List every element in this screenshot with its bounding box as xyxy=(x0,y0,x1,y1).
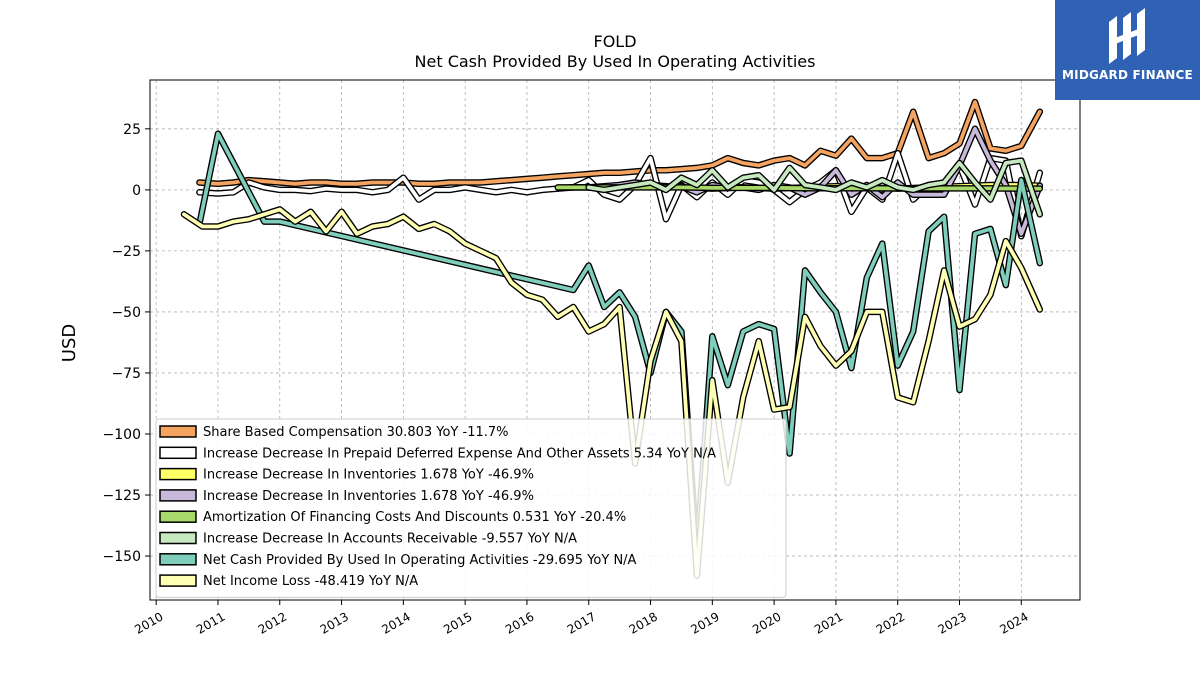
y-tick-label: 0 xyxy=(132,183,141,199)
legend-swatch xyxy=(159,531,197,545)
axes-frame xyxy=(149,79,1081,601)
legend-item: Increase Decrease In Inventories 1.678 Y… xyxy=(159,489,534,504)
series-line xyxy=(196,98,1044,188)
legend-swatch xyxy=(159,446,197,460)
series-line xyxy=(180,206,1044,579)
legend-swatch xyxy=(159,489,197,502)
x-tick-label: 2021 xyxy=(812,609,845,636)
legend-box xyxy=(155,418,787,598)
legend-label: Increase Decrease In Inventories 1.678 Y… xyxy=(203,489,534,504)
x-tick-label: 2018 xyxy=(627,609,660,636)
x-tick-label: 2012 xyxy=(256,609,289,636)
legend-label: Net Income Loss -48.419 YoY N/A xyxy=(203,574,418,589)
legend-item: Increase Decrease In Prepaid Deferred Ex… xyxy=(159,446,716,461)
legend-item: Share Based Compensation 30.803 YoY -11.… xyxy=(159,425,509,440)
y-tick-label: −125 xyxy=(103,488,141,504)
series-line-fill xyxy=(197,151,1042,239)
series-line-fill xyxy=(197,100,1042,186)
y-tick-label: −100 xyxy=(103,427,141,443)
legend-label: Increase Decrease In Prepaid Deferred Ex… xyxy=(203,446,716,461)
legend-item: Amortization Of Financing Costs And Disc… xyxy=(159,510,626,525)
legend-label: Share Based Compensation 30.803 YoY -11.… xyxy=(203,425,509,440)
y-tick-label: −25 xyxy=(111,244,141,260)
x-tick-label: 2019 xyxy=(688,609,721,636)
legend-item: Net Cash Provided By Used In Operating A… xyxy=(159,553,637,568)
legend-label: Net Cash Provided By Used In Operating A… xyxy=(203,553,637,568)
x-tick-label: 2022 xyxy=(874,609,907,636)
legend: Share Based Compensation 30.803 YoY -11.… xyxy=(155,418,787,598)
legend-swatch xyxy=(159,510,197,523)
x-tick-label: 2010 xyxy=(132,609,165,636)
x-tick-label: 2011 xyxy=(194,609,227,636)
x-tick-label: 2020 xyxy=(750,609,783,636)
legend-swatch xyxy=(159,467,197,481)
y-tick-label: −150 xyxy=(103,549,141,565)
y-axis-label: USD xyxy=(59,324,80,362)
logo-mark-icon xyxy=(1109,8,1145,64)
chart-title: FOLD xyxy=(593,32,636,51)
series-line xyxy=(196,149,1044,240)
plot-area xyxy=(180,98,1044,579)
logo-text: MIDGARD FINANCE xyxy=(1062,68,1193,82)
legend-item: Net Income Loss -48.419 YoY N/A xyxy=(159,574,418,589)
y-tick-label: −75 xyxy=(111,366,141,382)
brand-logo: MIDGARD FINANCE xyxy=(1055,0,1200,100)
x-tick-label: 2024 xyxy=(997,609,1030,636)
x-tick-label: 2017 xyxy=(565,609,598,636)
legend-swatch xyxy=(159,574,197,587)
y-tick-label: 25 xyxy=(123,122,141,138)
legend-label: Amortization Of Financing Costs And Disc… xyxy=(203,510,626,525)
chart-subtitle: Net Cash Provided By Used In Operating A… xyxy=(415,52,816,71)
x-tick-label: 2014 xyxy=(379,609,412,636)
x-tick-label: 2016 xyxy=(503,609,536,636)
x-tick-label: 2015 xyxy=(441,609,474,636)
legend-item: Increase Decrease In Accounts Receivable… xyxy=(159,531,577,547)
legend-item: Increase Decrease In Inventories 1.678 Y… xyxy=(159,467,534,483)
series-line-fill xyxy=(197,131,1042,554)
series-line xyxy=(196,130,1044,555)
x-tick-label: 2013 xyxy=(318,609,351,636)
series-line-fill xyxy=(182,207,1042,578)
legend-swatch xyxy=(159,425,197,438)
legend-label: Increase Decrease In Accounts Receivable… xyxy=(203,532,577,547)
legend-label: Increase Decrease In Inventories 1.678 Y… xyxy=(203,468,534,483)
series-line xyxy=(585,157,1044,218)
y-tick-label: −50 xyxy=(111,305,141,321)
x-tick-label: 2023 xyxy=(936,609,969,636)
legend-swatch xyxy=(159,553,197,566)
series-line-fill xyxy=(586,158,1042,217)
